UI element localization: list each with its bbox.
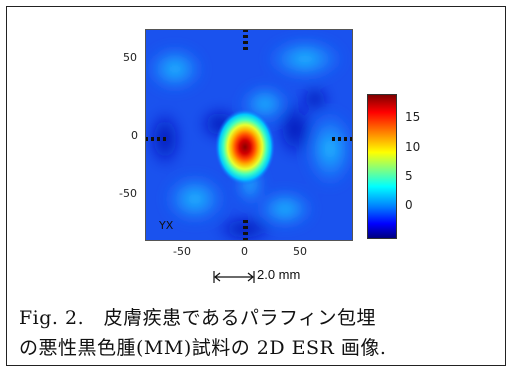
colorbar [367,94,397,239]
scale-label: 2.0 mm [257,267,301,282]
ytick-0: 0 [131,129,138,142]
figure-caption: Fig. 2. 皮膚疾患であるパラフィン包埋 の悪性黒色腫(MM)試料の 2D … [19,303,509,363]
ytick-neg50: -50 [119,187,137,200]
cbar-tick-15: 15 [405,110,421,124]
xtick-neg50: -50 [173,245,191,258]
figure-frame: YX 50 0 -50 -50 0 50 15 10 5 0 2.0 mm Fi… [6,6,506,366]
panel-label: YX [158,219,174,232]
caption-line-2: の悪性黒色腫(MM)試料の 2D ESR 画像. [19,337,387,359]
caption-line-1: Fig. 2. 皮膚疾患であるパラフィン包埋 [19,307,377,329]
heatmap-svg: YX [145,29,353,241]
ytick-50: 50 [123,51,137,64]
xtick-0: 0 [241,245,248,258]
hotspot [215,109,275,185]
cbar-tick-5: 5 [405,169,413,183]
xtick-50: 50 [293,245,307,258]
cbar-tick-0: 0 [405,198,413,212]
esr-image-plot: YX [145,29,353,241]
cbar-tick-10: 10 [405,140,421,154]
scale-bar [213,271,255,283]
